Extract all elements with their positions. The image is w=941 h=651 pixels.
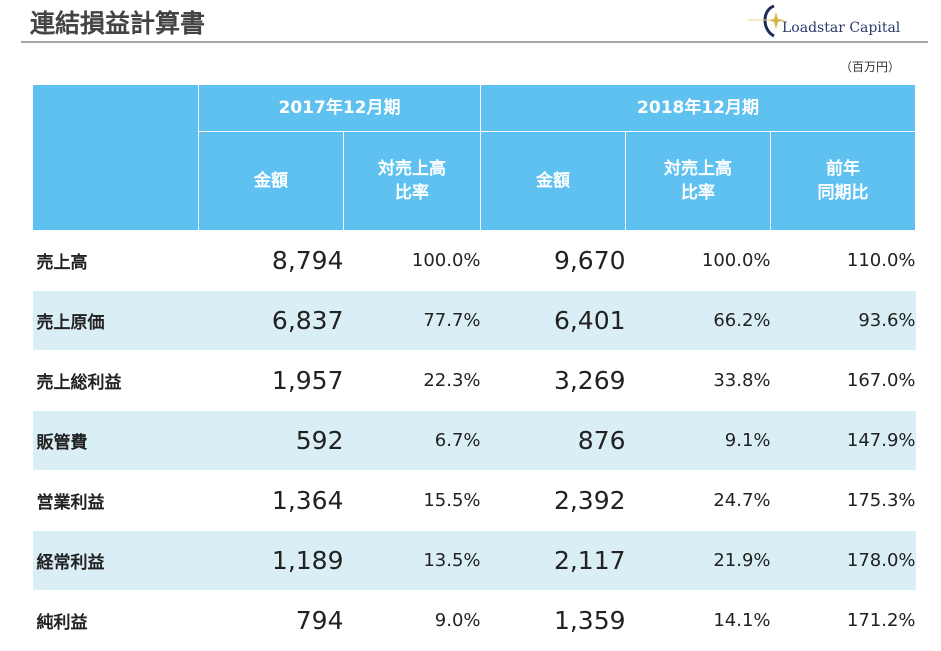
ratio-2018: 9.1% xyxy=(625,410,771,471)
ratio-2018: 21.9% xyxy=(625,530,771,591)
amount-2017: 1,957 xyxy=(198,350,344,411)
company-logo: Loadstar Capital xyxy=(748,2,933,40)
yoy-ratio: 110.0% xyxy=(770,230,916,291)
yoy-ratio: 93.6% xyxy=(770,290,916,351)
ratio-header: 対売上高 比率 xyxy=(342,131,482,231)
row-label: 売上総利益 xyxy=(32,350,199,411)
ratio-2017: 13.5% xyxy=(343,530,481,591)
unit-label: （百万円） xyxy=(840,60,901,74)
ratio-2017: 15.5% xyxy=(343,470,481,531)
ratio-2018: 14.1% xyxy=(625,590,771,651)
corner-header xyxy=(32,84,199,231)
star-icon xyxy=(748,4,785,38)
amount-2018: 2,392 xyxy=(480,470,626,531)
yoy-header: 前年 同期比 xyxy=(770,131,917,231)
title-divider xyxy=(21,41,928,43)
row-label: 営業利益 xyxy=(32,470,199,531)
amount-2017: 6,837 xyxy=(198,290,344,351)
ratio-2017: 9.0% xyxy=(343,590,481,651)
amount-2018: 2,117 xyxy=(480,530,626,591)
row-label: 経常利益 xyxy=(32,530,199,591)
page-title: 連結損益計算書 xyxy=(30,9,206,38)
table-row: 販管費 592 6.7% 876 9.1% 147.9% xyxy=(32,410,916,471)
ratio-2018: 100.0% xyxy=(625,230,771,291)
amount-2017: 1,364 xyxy=(198,470,344,531)
ratio-2018: 66.2% xyxy=(625,290,771,351)
ratio-2017: 77.7% xyxy=(343,290,481,351)
amount-2017: 8,794 xyxy=(198,230,344,291)
income-statement-table: 2017年12月期 2018年12月期 金額 対売上高 比率 金額 対売上高 比… xyxy=(32,84,917,651)
amount-2018: 9,670 xyxy=(480,230,626,291)
ratio-2018: 24.7% xyxy=(625,470,771,531)
amount-header: 金額 xyxy=(480,131,627,231)
table-row: 売上高 8,794 100.0% 9,670 100.0% 110.0% xyxy=(32,230,916,291)
amount-2017: 592 xyxy=(198,410,344,471)
logo-text: Loadstar Capital xyxy=(782,20,901,36)
table-row: 経常利益 1,189 13.5% 2,117 21.9% 178.0% xyxy=(32,530,916,591)
row-label: 純利益 xyxy=(32,590,199,651)
yoy-ratio: 147.9% xyxy=(770,410,916,471)
yoy-ratio: 178.0% xyxy=(770,530,916,591)
ratio-2017: 100.0% xyxy=(343,230,481,291)
period-2018-header: 2018年12月期 xyxy=(480,84,917,132)
amount-header: 金額 xyxy=(198,131,344,231)
table-row: 純利益 794 9.0% 1,359 14.1% 171.2% xyxy=(32,590,916,651)
yoy-ratio: 167.0% xyxy=(770,350,916,411)
ratio-2017: 22.3% xyxy=(343,350,481,411)
yoy-ratio: 175.3% xyxy=(770,470,916,531)
ratio-2018: 33.8% xyxy=(625,350,771,411)
amount-2017: 1,189 xyxy=(198,530,344,591)
row-label: 売上原価 xyxy=(32,290,199,351)
amount-2018: 3,269 xyxy=(480,350,626,411)
amount-2017: 794 xyxy=(198,590,344,651)
period-2017-header: 2017年12月期 xyxy=(197,84,482,132)
row-label: 売上高 xyxy=(32,230,199,291)
yoy-ratio: 171.2% xyxy=(770,590,916,651)
row-label: 販管費 xyxy=(32,410,199,471)
table-row: 営業利益 1,364 15.5% 2,392 24.7% 175.3% xyxy=(32,470,916,531)
amount-2018: 6,401 xyxy=(480,290,626,351)
ratio-header: 対売上高 比率 xyxy=(625,131,772,231)
table-row: 売上総利益 1,957 22.3% 3,269 33.8% 167.0% xyxy=(32,350,916,411)
table-row: 売上原価 6,837 77.7% 6,401 66.2% 93.6% xyxy=(32,290,916,351)
amount-2018: 876 xyxy=(480,410,626,471)
amount-2018: 1,359 xyxy=(480,590,626,651)
ratio-2017: 6.7% xyxy=(343,410,481,471)
